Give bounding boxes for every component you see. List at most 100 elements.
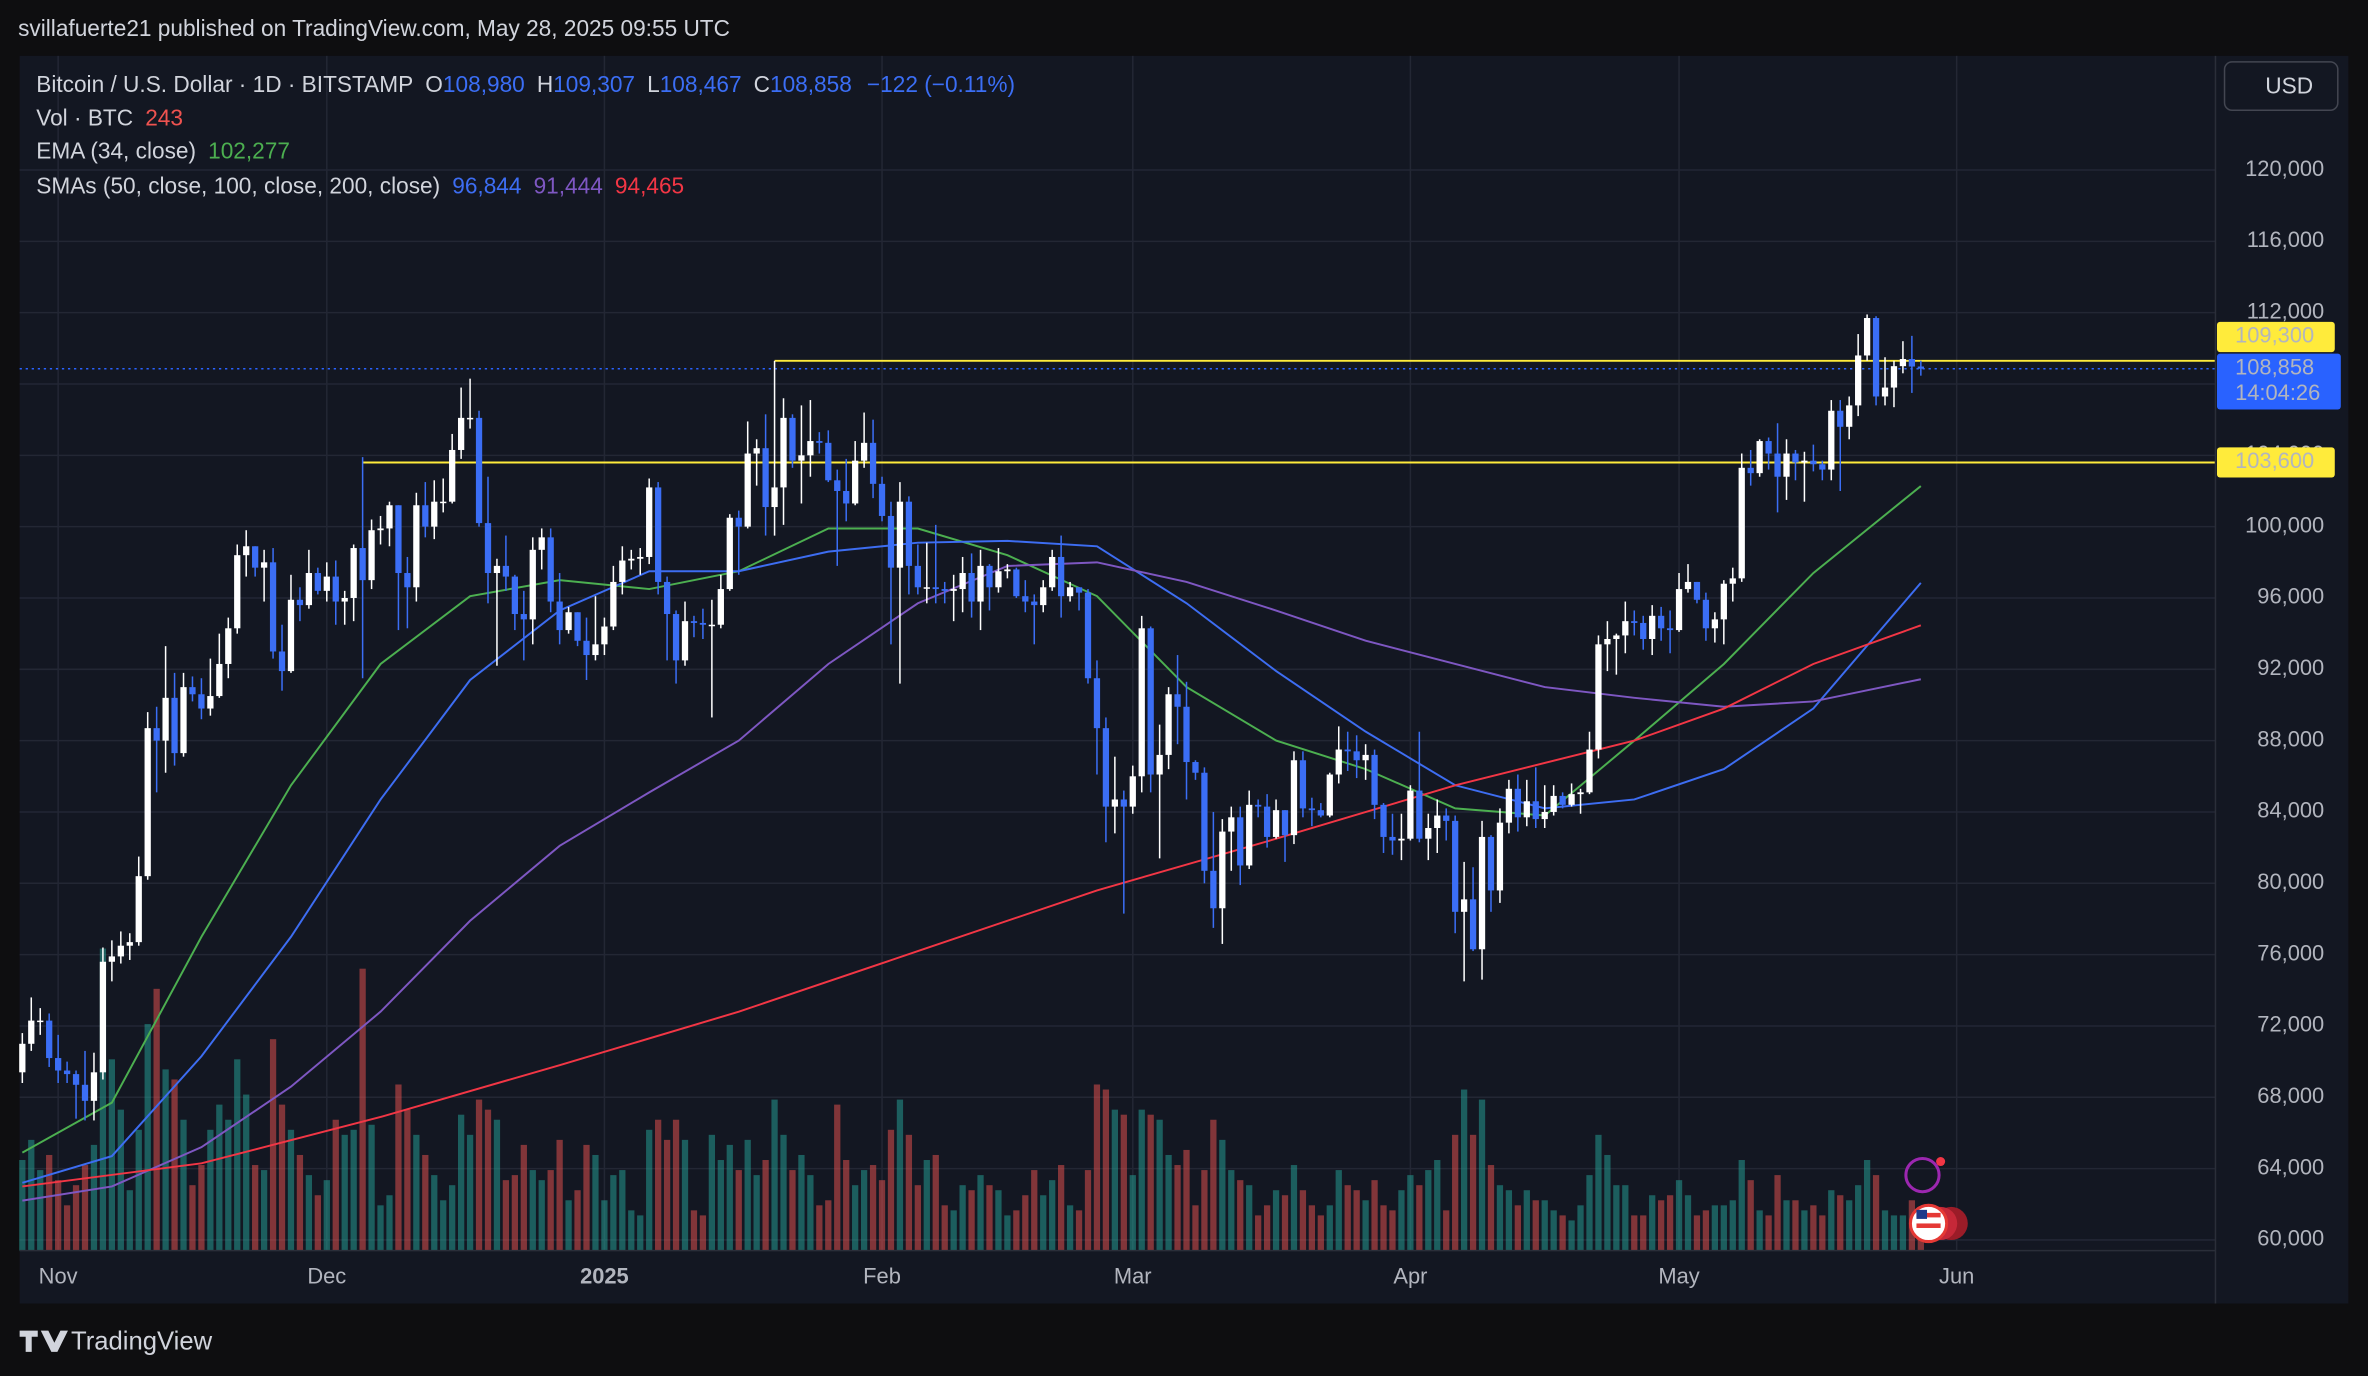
volume-bar (1416, 1185, 1423, 1251)
candle-body (789, 417, 796, 461)
volume-bar (601, 1200, 608, 1251)
volume-bar (1371, 1180, 1378, 1251)
volume-bar (1846, 1200, 1853, 1251)
y-tick-label: 64,000 (2257, 1154, 2324, 1179)
volume-bar (449, 1185, 456, 1251)
volume-bar (565, 1200, 572, 1251)
candle-body (538, 537, 545, 550)
volume-bar (1228, 1170, 1235, 1251)
candle-body (1460, 899, 1468, 912)
volume-bar (144, 1024, 151, 1251)
volume-bar (1255, 1215, 1262, 1251)
countdown: 14:04:26 (2235, 380, 2320, 405)
ohlc-key: H (537, 71, 553, 97)
y-tick-label: 84,000 (2257, 798, 2324, 823)
candle-body (1066, 587, 1074, 597)
sma-label: SMAs (50, close, 100, close, 200, close) (36, 172, 440, 198)
candle-body (287, 599, 295, 672)
y-tick-label: 72,000 (2257, 1012, 2324, 1037)
volume (19, 948, 1924, 1251)
candle-body (663, 581, 671, 615)
candle-body (1604, 638, 1611, 645)
volume-bar (1819, 1215, 1826, 1251)
volume-bar (619, 1170, 626, 1251)
candle-body (1317, 810, 1324, 816)
x-tick-label: 2025 (580, 1264, 629, 1289)
candle-body (520, 614, 527, 620)
candle-body (511, 576, 518, 615)
candle-body (914, 565, 921, 588)
volume-bar (1443, 1210, 1450, 1251)
volume-bar (1031, 1170, 1038, 1251)
volume-bar (717, 1160, 724, 1251)
candle-body (457, 417, 465, 450)
alert-icon[interactable] (1904, 1156, 1941, 1194)
y-tick-label: 120,000 (2245, 156, 2324, 181)
candle-body (1658, 615, 1665, 629)
volume-bar (878, 1180, 886, 1251)
ohlc-key: L (647, 71, 660, 97)
volume-bar (968, 1190, 975, 1251)
volume-bar (511, 1175, 518, 1251)
candle-body (1559, 795, 1566, 805)
candle-body (207, 696, 214, 709)
y-tick-label: 60,000 (2257, 1226, 2324, 1251)
candle-body (1452, 820, 1459, 912)
candle-body (99, 961, 107, 1073)
volume-bar (905, 1134, 913, 1251)
volume-bar (422, 1154, 429, 1251)
candle-body (1255, 804, 1262, 807)
candle-body (1810, 460, 1817, 465)
candle-body (1102, 728, 1110, 807)
candle-body (90, 1072, 98, 1101)
volume-bar (135, 1129, 142, 1251)
volume-bar (1210, 1119, 1217, 1251)
candle-body (1774, 453, 1781, 477)
candle-body (260, 562, 268, 568)
candle-body (19, 1043, 26, 1073)
chart-panel (19, 55, 2349, 1304)
volume-bar (1237, 1180, 1244, 1251)
volume-bar (708, 1134, 716, 1251)
currency-button[interactable] (2223, 61, 2339, 112)
candle-body (690, 621, 698, 623)
candle-body (646, 487, 653, 557)
candle-body (1326, 774, 1333, 816)
volume-bar (1183, 1149, 1190, 1251)
candle-body (377, 528, 384, 531)
candle-body (341, 597, 348, 602)
volume-bar (1702, 1210, 1710, 1251)
candle-body (332, 576, 339, 602)
volume-bar (1111, 1109, 1118, 1251)
volume-bar (1281, 1195, 1289, 1251)
candle-body (37, 1020, 44, 1023)
candle-body (1380, 804, 1387, 837)
moving-average-line (22, 539, 1922, 1184)
sma-value: 91,444 (534, 172, 603, 198)
candle-body (1720, 583, 1727, 620)
volume-bar (816, 1205, 823, 1251)
volume-bar (457, 1114, 465, 1251)
candle-body (1084, 592, 1092, 679)
legend-symbol-row: Bitcoin / U.S. Dollar · 1D · BITSTAMP O10… (36, 71, 1015, 97)
volume-bar (825, 1200, 832, 1251)
candle-body (619, 560, 626, 582)
y-tick-label: 100,000 (2245, 512, 2324, 537)
candle-body (601, 626, 608, 645)
candle-body (144, 728, 151, 877)
candle-body (1890, 366, 1898, 388)
candle-body (825, 442, 832, 481)
candle-body (860, 442, 868, 461)
candle-body (726, 517, 733, 590)
volume-bar (1407, 1175, 1414, 1251)
volume-bar (726, 1144, 733, 1251)
candle-body (1908, 359, 1916, 367)
volume-bar (63, 1205, 71, 1251)
currency[interactable]: USD (2265, 73, 2313, 99)
volume-bar (1263, 1205, 1271, 1251)
candle-body (1344, 749, 1351, 752)
candle-body (413, 505, 420, 588)
candle-body (1272, 810, 1280, 837)
volume-bar (413, 1134, 420, 1251)
